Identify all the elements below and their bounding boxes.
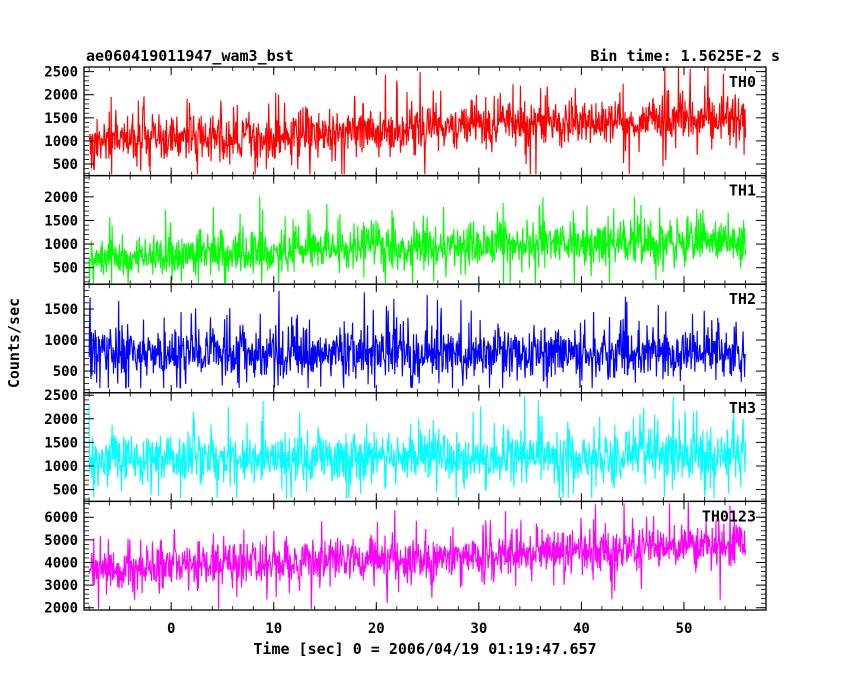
chart-title: ae060419011947_wam3_bst [86,47,294,65]
bin-time-label: Bin time: 1.5625E-2 s [590,47,780,65]
y-tick-label: 2000 [44,601,78,617]
y-tick-label: 5000 [44,533,78,549]
y-axis-label: Counts/sec [5,298,23,388]
y-tick-label: 1500 [44,302,78,318]
y-tick-label: 1000 [44,459,78,475]
y-tick-label: 1500 [44,213,78,229]
y-tick-label: 2500 [44,65,78,81]
x-tick-label: 0 [167,621,175,637]
panel-label-th2: TH2 [729,290,756,308]
x-tick-label: 30 [470,621,487,637]
panel-th0123: 2000 3000 4000 5000 6000 TH0123 [44,500,767,617]
x-tick-label: 20 [368,621,385,637]
panel-label-th0123: TH0123 [702,507,756,525]
y-tick-label: 4000 [44,555,78,571]
panel-label-th3: TH3 [729,399,756,417]
y-tick-label: 3000 [44,578,78,594]
y-tick-label: 500 [53,483,78,499]
series-line-th1 [88,196,747,284]
y-tick-label: 2000 [44,88,78,104]
series-line-th0123 [88,501,747,609]
x-tick-label: 10 [265,621,282,637]
x-tick-label: 40 [573,621,590,637]
panel-label-th0: TH0 [729,73,756,91]
panel-th2: 500 1000 1500 TH2 [44,283,767,394]
x-tick-label: 50 [676,621,693,637]
y-tick-label: 6000 [44,510,78,526]
y-tick-label: 1000 [44,333,78,349]
panel-label-th1: TH1 [729,182,756,200]
y-tick-label: 1500 [44,435,78,451]
panel-th3: 500 1000 1500 2000 2500 TH3 [44,388,767,503]
y-tick-label: 1000 [44,237,78,253]
x-axis: 0 10 20 30 40 50 [167,621,692,637]
panel-th0: 500 1000 1500 2000 2500 TH0 [44,65,767,177]
y-tick-label: 2000 [44,412,78,428]
x-axis-label: Time [sec] 0 = 2006/04/19 01:19:47.657 [253,640,596,658]
y-tick-label: 1500 [44,111,78,127]
y-tick-label: 2000 [44,190,78,206]
panel-frame [83,500,767,611]
panels: 500 1000 1500 2000 2500 TH0 500 1000 1500 2000 TH1… [44,65,767,617]
y-tick-label: 2500 [44,388,78,404]
y-tick-label: 1000 [44,134,78,150]
y-tick-label: 500 [53,261,78,277]
series-line-th3 [88,396,747,499]
y-tick-label: 500 [53,364,78,380]
panel-th1: 500 1000 1500 2000 TH1 [44,174,767,285]
y-tick-label: 500 [53,157,78,173]
series-line-th2 [88,290,747,389]
series-line-th0 [88,67,747,175]
